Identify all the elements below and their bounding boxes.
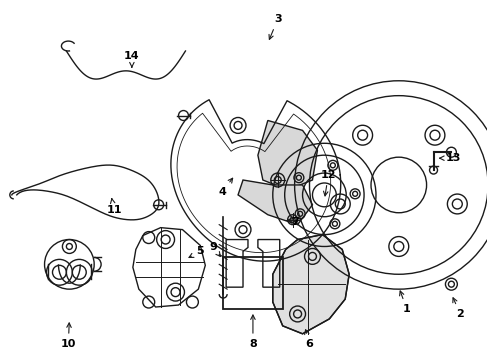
Text: 4: 4 bbox=[218, 178, 232, 197]
Text: 1: 1 bbox=[399, 291, 410, 314]
Text: 2: 2 bbox=[452, 298, 463, 319]
Text: 7: 7 bbox=[287, 217, 299, 227]
Text: 9: 9 bbox=[209, 243, 220, 256]
Polygon shape bbox=[238, 180, 312, 225]
Text: 8: 8 bbox=[248, 315, 256, 349]
Text: 14: 14 bbox=[124, 51, 140, 67]
Text: 10: 10 bbox=[61, 323, 76, 349]
Text: 13: 13 bbox=[439, 153, 460, 163]
Polygon shape bbox=[272, 235, 348, 334]
Text: 3: 3 bbox=[268, 14, 281, 39]
Polygon shape bbox=[257, 121, 317, 190]
Bar bbox=[223, 257, 282, 309]
Text: 11: 11 bbox=[106, 199, 122, 215]
Text: 5: 5 bbox=[189, 247, 203, 257]
Text: 12: 12 bbox=[320, 170, 335, 196]
Text: 6: 6 bbox=[304, 330, 313, 349]
